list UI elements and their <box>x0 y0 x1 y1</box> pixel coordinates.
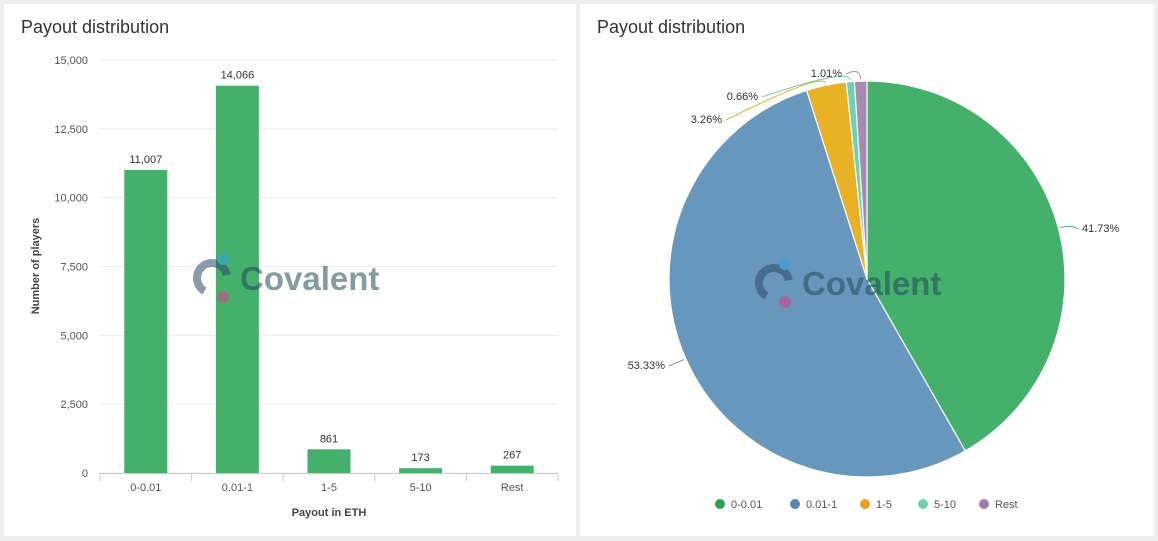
pie-chart-title: Payout distribution <box>597 17 746 37</box>
x-tick-label: 0-0.01 <box>130 482 161 494</box>
x-axis-title: Payout in ETH <box>292 507 367 519</box>
bar-value-label: 11,007 <box>129 154 162 166</box>
pie-slice-label: 3.26% <box>691 114 722 126</box>
legend-label: 1-5 <box>876 499 892 511</box>
legend-label: 0.01-1 <box>806 499 837 511</box>
watermark-dot-bottom <box>779 296 791 308</box>
x-tick-label: 0.01-1 <box>222 482 253 494</box>
y-axis-title: Number of players <box>30 218 42 315</box>
y-tick-label: 5,000 <box>60 330 88 342</box>
pie-label-connector <box>668 359 685 367</box>
pie-label-connector <box>725 80 827 121</box>
pie-chart-panel: Payout distribution 41.73% 53.33% 3.26% 0.6… <box>580 4 1154 536</box>
legend-item[interactable]: 1-5 <box>860 499 892 511</box>
pie-slice[interactable] <box>866 80 1066 452</box>
legend-swatch <box>860 499 870 509</box>
pie-slice-label: 1.01% <box>811 68 842 80</box>
legend-item[interactable]: Rest <box>979 499 1018 511</box>
bar[interactable] <box>215 85 259 474</box>
legend-swatch <box>790 499 800 509</box>
pie-label-connector <box>845 70 862 80</box>
x-tick-label: 5-10 <box>410 482 432 494</box>
pie-slice[interactable] <box>853 80 868 280</box>
legend-swatch <box>715 499 725 509</box>
x-tick-label: Rest <box>501 482 524 494</box>
watermark-text: Covalent <box>240 260 379 297</box>
bar[interactable] <box>399 468 443 473</box>
y-tick-label: 0 <box>82 468 88 480</box>
legend-item[interactable]: 5-10 <box>918 499 956 511</box>
y-tick-label: 12,500 <box>54 124 88 136</box>
x-tick-label: 1-5 <box>321 482 337 494</box>
pie-label-connector <box>1060 225 1079 230</box>
watermark-ring <box>193 259 232 297</box>
bar[interactable] <box>307 449 351 473</box>
bar-chart-title: Payout distribution <box>21 17 170 37</box>
y-tick-label: 15,000 <box>54 55 88 67</box>
bar-value-label: 861 <box>320 433 338 445</box>
legend-label: 0-0.01 <box>731 499 762 511</box>
watermark-dot-top <box>779 258 791 270</box>
legend-swatch <box>979 499 989 509</box>
bar-chart-watermark: Covalent <box>193 253 379 303</box>
legend-label: 5-10 <box>934 499 956 511</box>
watermark-text: Covalent <box>802 265 941 302</box>
legend-swatch <box>918 499 928 509</box>
bar[interactable] <box>490 465 534 473</box>
pie-slice-label: 0.66% <box>727 91 758 103</box>
watermark-ring <box>755 264 793 302</box>
bar-value-label: 267 <box>503 450 521 462</box>
watermark-dot-bottom <box>217 291 229 303</box>
bar-value-label: 173 <box>411 452 429 464</box>
bar-chart-panel: Payout distribution 0 2,500 5,000 7,500 10,0… <box>4 4 576 536</box>
legend-item[interactable]: 0-0.01 <box>715 499 762 511</box>
bar-chart: 0 2,500 5,000 7,500 10,000 12,500 15,000 11,007… <box>30 55 559 519</box>
pie-label-connector <box>761 75 851 98</box>
legend-item[interactable]: 0.01-1 <box>790 499 837 511</box>
pie-chart-watermark: Covalent <box>755 258 941 308</box>
bar-value-label: 14,066 <box>221 70 255 82</box>
y-tick-label: 7,500 <box>60 262 88 274</box>
pie-slice-label: 53.33% <box>628 360 666 372</box>
bar[interactable] <box>124 169 168 473</box>
y-tick-label: 2,500 <box>60 399 88 411</box>
legend-label: Rest <box>995 499 1018 511</box>
pie-slice-label: 41.73% <box>1082 223 1120 235</box>
pie-chart: 41.73% 53.33% 3.26% 0.66% 1.01% Covalent 0-0.0… <box>628 68 1120 511</box>
watermark-dot-top <box>217 253 229 265</box>
pie-slice[interactable] <box>668 89 967 478</box>
y-tick-label: 10,000 <box>54 193 88 205</box>
